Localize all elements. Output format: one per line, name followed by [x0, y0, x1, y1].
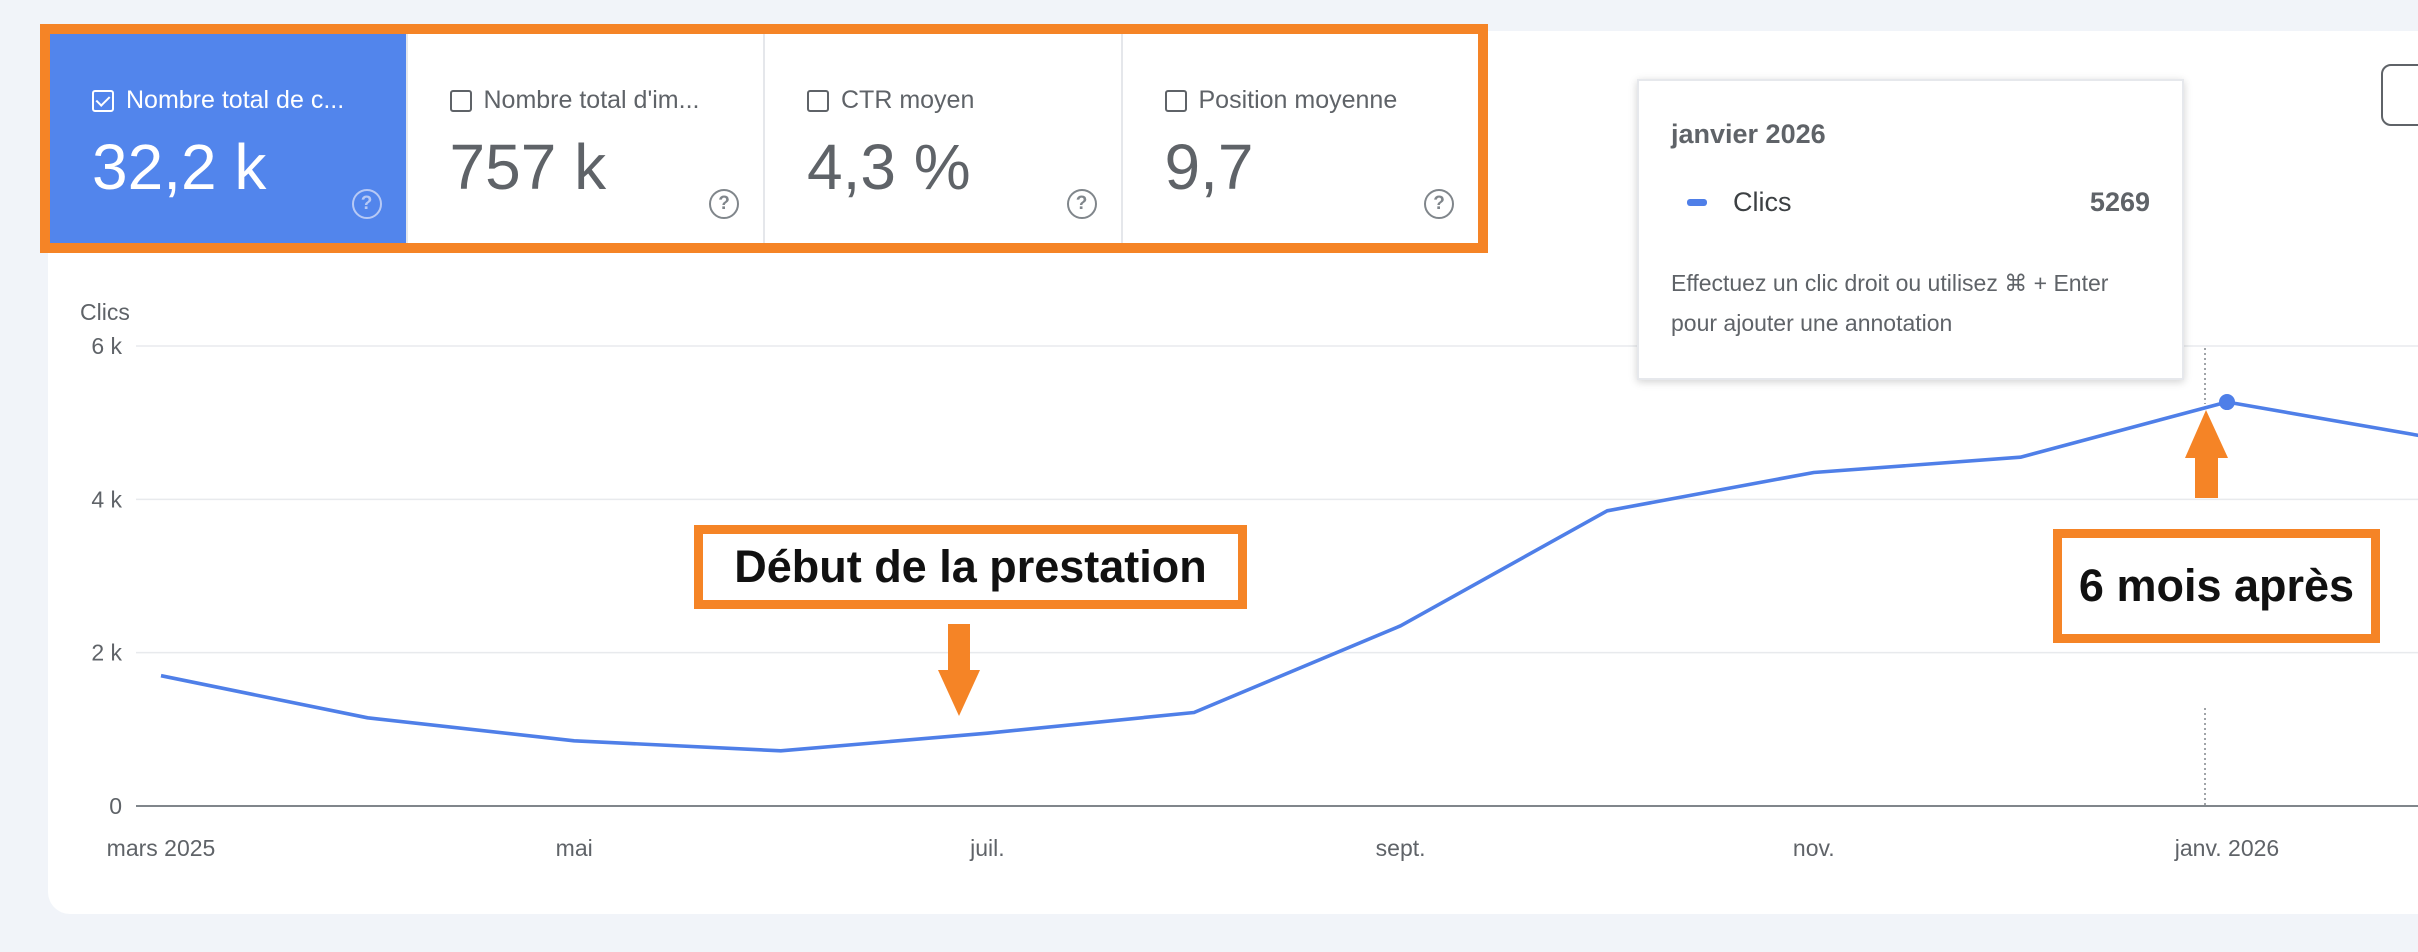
metric-value: 9,7: [1164, 131, 1254, 203]
help-icon[interactable]: ?: [1066, 189, 1097, 219]
checkbox-checked-icon[interactable]: [92, 89, 114, 112]
x-tick-label: sept.: [1376, 835, 1426, 861]
metric-header: Nombre total d'im...: [449, 86, 700, 115]
help-icon[interactable]: ?: [1424, 189, 1454, 219]
x-tick-label: janv. 2026: [2174, 835, 2279, 861]
callout-start-of-service: Début de la prestation: [694, 525, 1247, 609]
tooltip-series-value: 5269: [2089, 187, 2150, 217]
checkbox-icon[interactable]: [807, 89, 829, 112]
metric-total-clicks[interactable]: Nombre total de c... 32,2 k ?: [50, 34, 408, 243]
metric-header: Position moyenne: [1164, 86, 1398, 115]
x-axis-ticks: mars 2025 mai juil. sept. nov. janv. 2026: [107, 835, 2280, 861]
annotation-arrows: [938, 410, 2228, 716]
x-tick-label: nov.: [1793, 835, 1835, 861]
arrow-up-icon: [2185, 410, 2228, 498]
y-tick-label: 6 k: [91, 333, 122, 359]
metric-header: Nombre total de c...: [92, 86, 344, 115]
checkbox-icon[interactable]: [1164, 89, 1187, 112]
series-line-clics: [160, 400, 2418, 753]
metric-label: Nombre total de c...: [126, 86, 345, 114]
tooltip-series-name: Clics: [1733, 187, 1792, 217]
tooltip-month: janvier 2026: [1671, 119, 1826, 149]
y-tick-label: 4 k: [91, 486, 122, 512]
data-tooltip: janvier 2026 Clics 5269 Effectuez un cli…: [1637, 79, 2184, 380]
tooltip-hint: Effectuez un clic droit ou utilisez ⌘ + …: [1671, 270, 2109, 336]
metric-header: CTR moyen: [807, 86, 974, 115]
legend-swatch: [1687, 199, 1707, 206]
help-icon[interactable]: ?: [351, 189, 382, 219]
metric-average-ctr[interactable]: CTR moyen 4,3 % ?: [765, 34, 1123, 243]
tooltip-series-row: Clics 5269: [1687, 187, 2150, 218]
metric-value: 4,3 %: [807, 131, 971, 203]
metric-average-position[interactable]: Position moyenne 9,7 ?: [1123, 34, 1479, 243]
checkbox-icon[interactable]: [449, 89, 472, 112]
metric-value: 32,2 k: [92, 131, 267, 203]
metric-label: Position moyenne: [1198, 86, 1398, 114]
y-tick-label: 0: [109, 793, 122, 819]
metric-label: Nombre total d'im...: [483, 86, 700, 114]
callout-six-months-later: 6 mois après: [2053, 529, 2380, 643]
arrow-down-icon: [938, 624, 980, 716]
metrics-highlight-frame: Nombre total de c... 32,2 k ? Nombre tot…: [40, 24, 1488, 253]
highlight-point[interactable]: [2219, 394, 2235, 411]
help-icon[interactable]: ?: [709, 189, 739, 219]
metric-label: CTR moyen: [841, 86, 975, 114]
toolbar-button[interactable]: [2381, 64, 2418, 126]
metric-total-impressions[interactable]: Nombre total d'im... 757 k ?: [408, 34, 765, 243]
y-tick-label: 2 k: [91, 640, 122, 666]
y-axis-ticks: 0 2 k 4 k 6 k: [91, 333, 122, 819]
x-tick-label: mai: [556, 835, 593, 861]
y-axis-label: Clics: [80, 299, 130, 325]
x-tick-label: mars 2025: [107, 835, 216, 861]
metric-value: 757 k: [449, 131, 607, 203]
x-tick-label: juil.: [969, 835, 1005, 861]
